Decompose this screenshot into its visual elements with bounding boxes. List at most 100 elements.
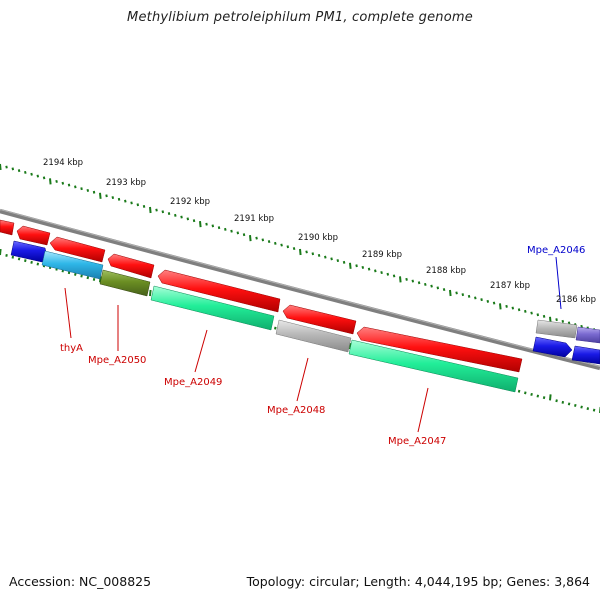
minor-tick <box>524 309 527 313</box>
minor-tick <box>561 319 565 323</box>
minor-tick <box>505 304 508 308</box>
gene-arrow-red[interactable] <box>107 253 155 279</box>
kbp-label: 2186 kbp <box>556 295 596 305</box>
minor-tick <box>392 274 396 278</box>
minor-tick <box>524 391 527 395</box>
major-tick <box>199 221 202 228</box>
minor-tick <box>474 296 477 300</box>
minor-tick <box>105 194 108 198</box>
minor-tick <box>580 405 583 409</box>
gene-arrow-blue[interactable] <box>10 240 48 263</box>
minor-tick <box>380 271 383 275</box>
minor-tick <box>330 257 333 261</box>
minor-tick <box>55 179 58 183</box>
minor-tick <box>461 293 465 297</box>
minor-tick <box>30 260 33 264</box>
minor-tick <box>205 222 208 226</box>
gene-label-mpe-a2046: Mpe_A2046 <box>527 245 585 256</box>
minor-tick <box>511 306 515 310</box>
gene-label-leaders <box>64 256 562 433</box>
gene-label-mpe-a2047: Mpe_A2047 <box>388 436 446 447</box>
gene-arrow-red[interactable] <box>49 236 106 263</box>
gene-labels: thyA Mpe_A2050 Mpe_A2049 Mpe_A2048 Mpe_A… <box>60 245 585 447</box>
minor-tick <box>267 240 271 244</box>
minor-tick <box>467 294 471 298</box>
gene-arrow-red[interactable] <box>16 225 51 246</box>
kbp-tick-ring-outer <box>0 163 600 337</box>
minor-tick <box>11 167 15 171</box>
minor-tick <box>92 278 96 281</box>
minor-tick <box>374 269 377 273</box>
minor-tick <box>542 314 546 318</box>
minor-tick <box>555 318 558 322</box>
minor-tick <box>492 301 496 305</box>
minor-tick <box>592 408 596 412</box>
minor-tick <box>211 224 215 228</box>
minor-tick <box>17 257 21 261</box>
minor-tick <box>5 165 8 169</box>
minor-tick <box>286 245 290 249</box>
minor-tick <box>24 259 27 263</box>
minor-tick <box>186 217 190 221</box>
minor-tick <box>230 229 233 233</box>
gene-block-purple[interactable] <box>575 326 600 344</box>
minor-tick <box>124 199 127 203</box>
minor-tick <box>255 236 258 240</box>
minor-tick <box>111 196 115 200</box>
minor-tick <box>167 212 171 215</box>
minor-tick <box>536 313 540 317</box>
minor-tick <box>274 241 277 245</box>
gene-track-reverse <box>0 219 600 373</box>
minor-tick <box>80 274 83 278</box>
minor-tick <box>74 185 77 189</box>
minor-tick <box>342 260 346 264</box>
major-tick <box>149 206 152 214</box>
minor-tick <box>61 181 65 185</box>
minor-tick <box>417 281 421 285</box>
minor-tick <box>424 282 427 286</box>
kbp-label: 2191 kbp <box>234 214 274 224</box>
gene-block-cyan[interactable] <box>41 250 104 280</box>
accession-text: Accession: NC_008825 <box>9 574 152 589</box>
major-tick <box>0 163 2 171</box>
gene-arrow-red[interactable] <box>0 219 15 236</box>
gene-arrow-red[interactable] <box>356 326 523 373</box>
minor-tick <box>542 396 546 400</box>
gene-block-olive[interactable] <box>99 269 151 297</box>
minor-tick <box>442 288 446 292</box>
minor-tick <box>305 250 308 254</box>
minor-tick <box>11 255 15 259</box>
major-tick <box>449 289 452 297</box>
minor-tick <box>67 183 71 187</box>
minor-tick <box>236 231 240 235</box>
minor-tick <box>86 188 90 192</box>
minor-tick <box>224 227 227 231</box>
minor-tick <box>74 272 77 276</box>
minor-tick <box>36 262 40 266</box>
gene-track-forward <box>10 240 600 393</box>
gene-block-gray[interactable] <box>275 319 352 353</box>
gene-arrow-red[interactable] <box>282 304 357 335</box>
gene-block-green[interactable] <box>150 285 275 331</box>
major-tick <box>549 394 552 401</box>
gene-block-gray[interactable] <box>535 319 578 339</box>
gene-arrow-blue[interactable] <box>532 336 573 358</box>
gene-label-thyA: thyA <box>60 343 83 354</box>
minor-tick <box>530 392 533 396</box>
minor-tick <box>361 265 365 269</box>
kbp-label: 2192 kbp <box>170 197 210 207</box>
minor-tick <box>274 326 277 330</box>
minor-tick <box>436 286 440 290</box>
kbp-label: 2188 kbp <box>426 266 466 276</box>
gene-arrow-red[interactable] <box>157 269 281 313</box>
gene-block-blue[interactable] <box>571 345 600 365</box>
gene-block-green[interactable] <box>348 339 519 393</box>
kbp-labels: 2194 kbp 2193 kbp 2192 kbp 2191 kbp 2190… <box>43 158 596 305</box>
leader-line <box>417 387 429 433</box>
major-tick <box>299 248 302 256</box>
leader-line <box>296 357 309 402</box>
minor-tick <box>192 219 196 223</box>
minor-tick <box>80 187 83 191</box>
minor-tick <box>386 272 390 276</box>
